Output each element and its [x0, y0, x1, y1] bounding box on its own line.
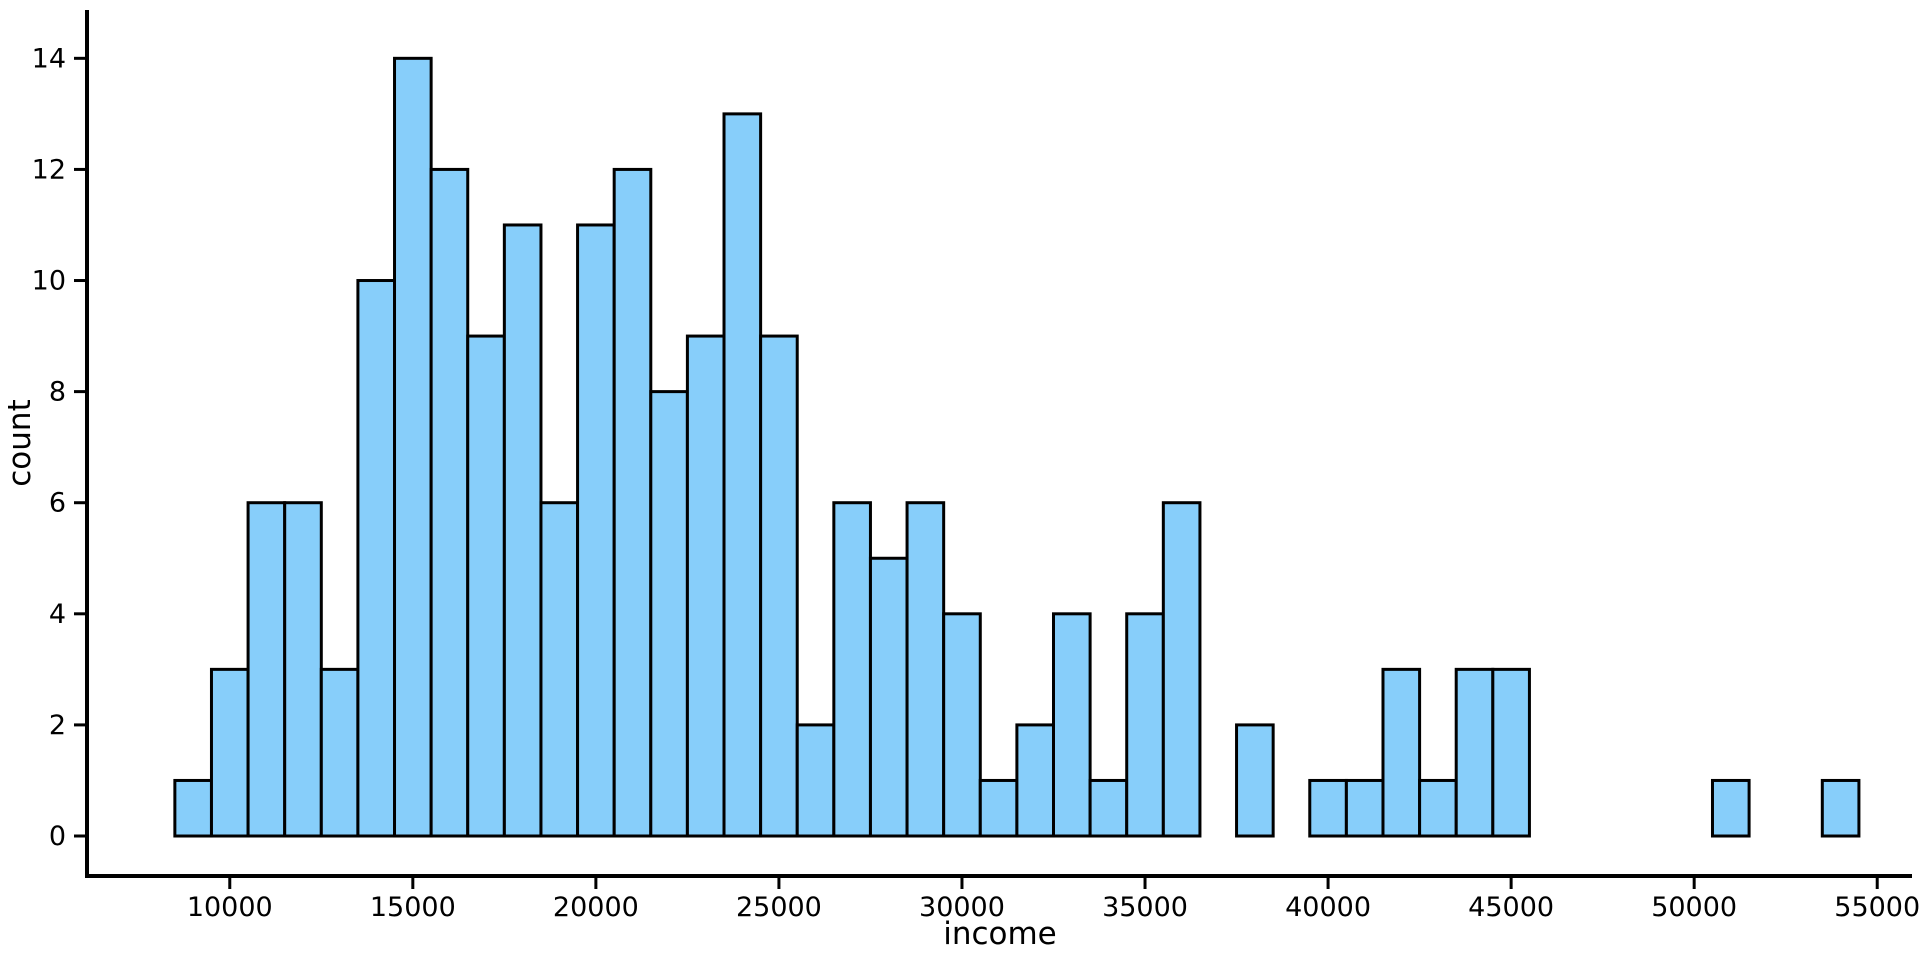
histogram-bar [942, 612, 982, 838]
histogram-bar [393, 56, 433, 838]
x-tick-label: 15000 [370, 892, 456, 923]
x-tick-label: 30000 [919, 892, 1005, 923]
histogram-bar [868, 556, 909, 838]
histogram-bar [539, 501, 580, 838]
y-tick-label: 4 [49, 599, 66, 630]
x-axis-ticks: 10000 15000 20000 25000 30000 35000 40000 45000… [187, 876, 1920, 923]
histogram-bar [319, 667, 360, 838]
histogram-bar [1015, 723, 1056, 838]
histogram-bar [612, 167, 653, 838]
histogram-bar [649, 390, 689, 838]
y-tick-label: 8 [49, 377, 66, 408]
histogram-bar [1820, 778, 1861, 838]
histogram-bar [1344, 778, 1385, 838]
histogram-bar [832, 501, 872, 838]
histogram-bar [1381, 667, 1422, 838]
x-tick-label: 20000 [553, 892, 639, 923]
histogram-bar [283, 501, 323, 838]
histogram-bar [1235, 723, 1275, 838]
x-tick-label: 35000 [1102, 892, 1188, 923]
histogram-bar [1088, 778, 1129, 838]
histogram-bar [1710, 778, 1751, 838]
bars-group [173, 56, 1861, 838]
histogram-bar [1125, 612, 1165, 838]
histogram-bar [1052, 612, 1092, 838]
histogram-bar [429, 167, 470, 838]
histogram-bar [759, 334, 799, 838]
y-tick-label: 14 [32, 43, 66, 74]
y-tick-label: 0 [49, 821, 66, 852]
histogram-bar [246, 501, 287, 838]
y-axis-title: count [2, 399, 38, 486]
histogram-bar [1491, 667, 1531, 838]
histogram-bar [685, 334, 726, 838]
axes-group [85, 10, 1912, 878]
histogram-bar [1418, 778, 1458, 838]
histogram-bar [722, 112, 763, 838]
histogram-bar [1161, 501, 1202, 838]
histogram-bar [1454, 667, 1495, 838]
y-axis-ticks: 0 2 4 6 8 10 12 14 [32, 43, 87, 852]
y-tick-label: 6 [49, 488, 66, 519]
y-tick-label: 12 [32, 154, 66, 185]
histogram-bar [905, 501, 946, 838]
histogram-bar [466, 334, 506, 838]
y-tick-label: 10 [32, 266, 66, 297]
histogram-bar [356, 279, 397, 838]
x-tick-label: 45000 [1468, 892, 1554, 923]
x-tick-label: 40000 [1285, 892, 1371, 923]
histogram-bar [173, 778, 213, 838]
x-tick-label: 55000 [1834, 892, 1920, 923]
y-tick-label: 2 [49, 710, 66, 741]
histogram-bar [209, 667, 250, 838]
histogram-bar [978, 778, 1019, 838]
histogram-bar [576, 223, 616, 838]
histogram-bar [795, 723, 836, 838]
x-tick-label: 50000 [1651, 892, 1737, 923]
x-axis-title: income [943, 916, 1057, 952]
histogram-bar [502, 223, 543, 838]
x-tick-label: 10000 [187, 892, 273, 923]
histogram-bar [1308, 778, 1348, 838]
x-tick-label: 25000 [736, 892, 822, 923]
